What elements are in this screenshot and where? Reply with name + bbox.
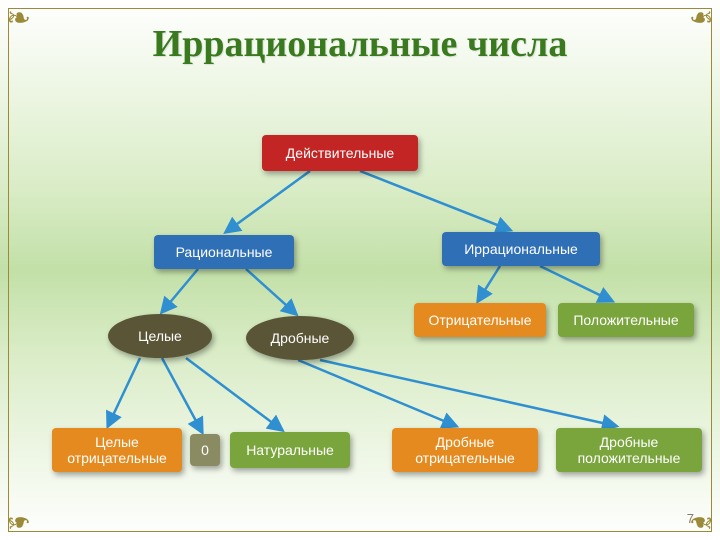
node-integers: Целые: [108, 314, 212, 358]
slide-title: Иррациональные числа: [0, 22, 720, 66]
edge-7: [162, 358, 202, 432]
edge-1: [360, 171, 510, 230]
edge-5: [540, 266, 612, 301]
node-rational: Рациональные: [154, 235, 294, 269]
node-negative: Отрицательные: [414, 303, 546, 337]
node-irrational: Иррациональные: [442, 232, 600, 266]
node-fractions: Дробные: [246, 316, 354, 360]
page-number: 7: [687, 511, 694, 526]
edge-10: [320, 360, 616, 426]
node-frac_pos: Дробные положительные: [556, 428, 702, 472]
slide: ❧ ❧ ❧ ❧ Иррациональные числа Действитель…: [0, 0, 720, 540]
node-int_neg: Целые отрицательные: [52, 428, 182, 472]
node-naturals: Натуральные: [230, 432, 350, 468]
edge-6: [108, 358, 140, 426]
edge-0: [226, 171, 310, 232]
edge-3: [246, 269, 296, 314]
edge-9: [298, 360, 456, 426]
edge-8: [186, 358, 282, 430]
node-frac_neg: Дробные отрицательные: [392, 428, 538, 472]
edge-2: [162, 269, 198, 312]
node-positive: Положительные: [558, 303, 694, 337]
node-zero: 0: [190, 434, 220, 466]
edge-4: [478, 266, 500, 301]
corner-ornament-icon: ❧: [6, 490, 52, 536]
node-real: Действительные: [262, 135, 418, 171]
